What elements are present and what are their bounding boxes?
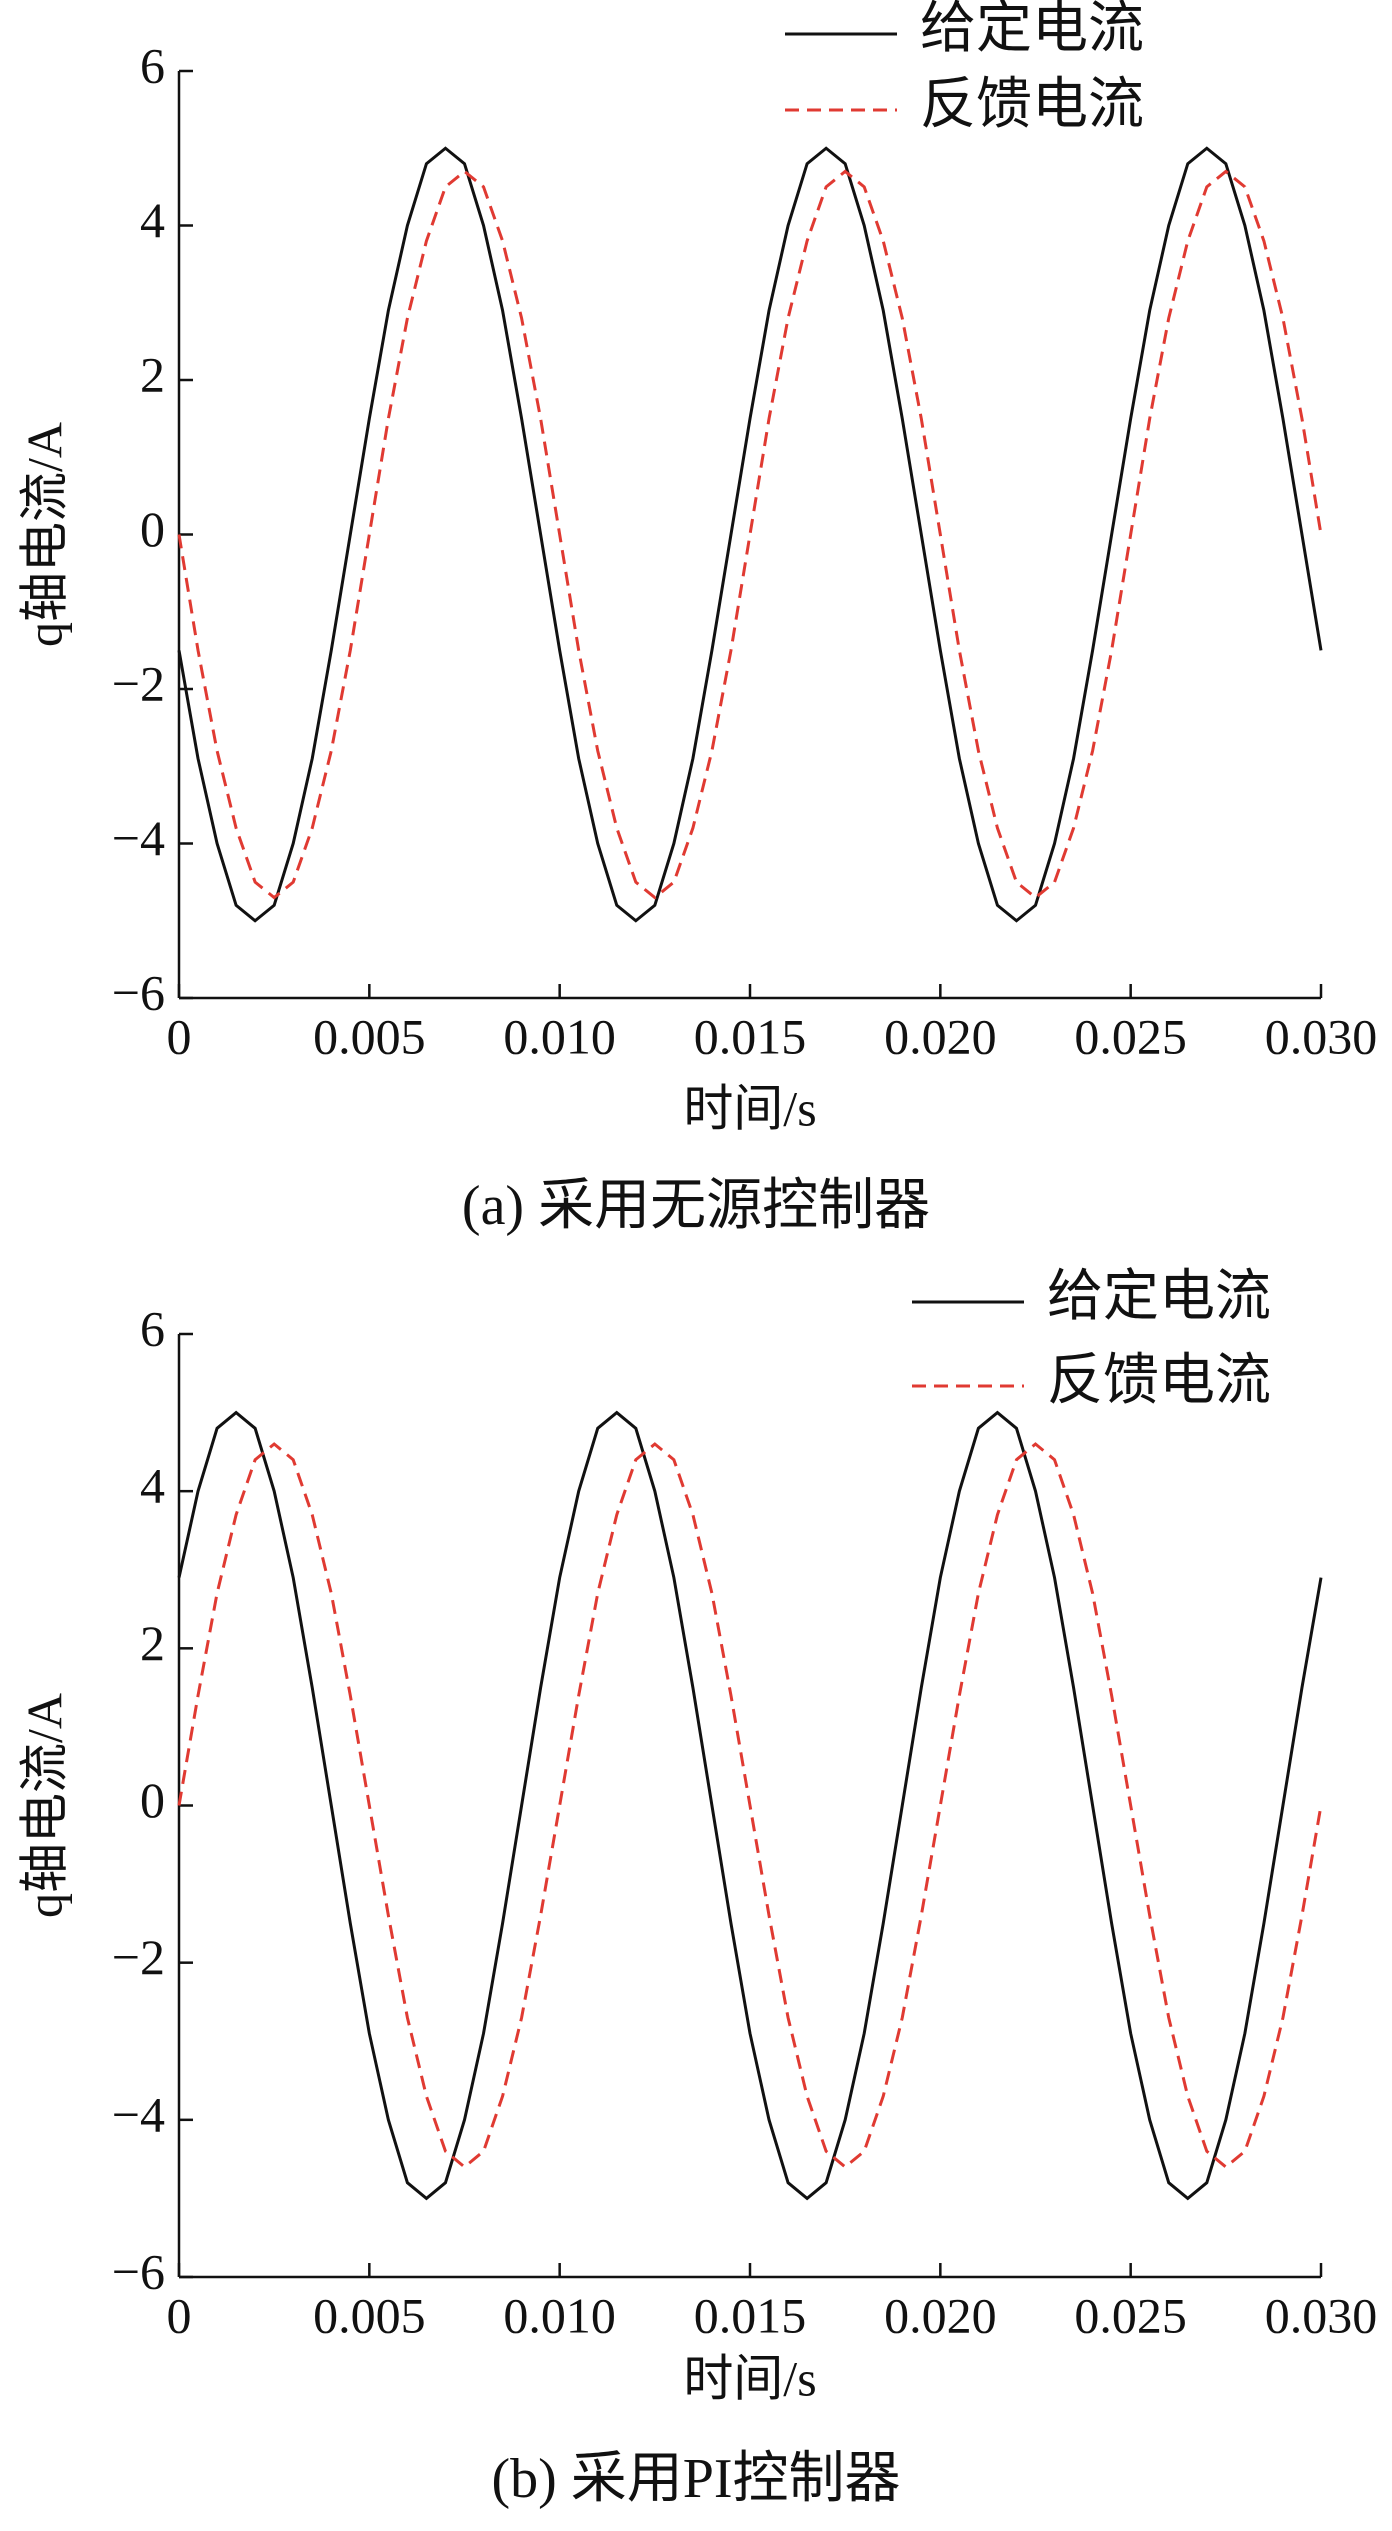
y-tick-label: 2 <box>140 1615 165 1671</box>
x-tick-label: 0.015 <box>694 1008 807 1064</box>
legend-label: 给定电流 <box>920 0 1144 60</box>
y-tick-label: −2 <box>112 1929 165 1985</box>
y-tick-label: −2 <box>112 655 165 711</box>
series-line <box>177 1442 1323 2169</box>
x-tick-label: 0 <box>167 2287 192 2343</box>
legend-label: 反馈电流 <box>1047 1350 1271 1412</box>
x-tick-label: 0 <box>167 1008 192 1064</box>
y-tick-label: 0 <box>140 501 165 557</box>
y-tick-label: −6 <box>112 964 165 1020</box>
x-tick-label: 0.005 <box>313 1008 426 1064</box>
y-tick-label: −6 <box>112 2243 165 2299</box>
series-line <box>177 169 1323 900</box>
x-tick-label: 0.010 <box>503 1008 616 1064</box>
caption: (b) 采用PI控制器 <box>491 2448 900 2510</box>
series-line <box>177 1410 1323 2201</box>
x-tick-label: 0.020 <box>884 1008 997 1064</box>
y-axis-label: q轴电流/A <box>16 1693 72 1918</box>
x-tick-label: 0.025 <box>1074 1008 1187 1064</box>
x-tick-label: 0.005 <box>313 2287 426 2343</box>
legend-label: 给定电流 <box>1047 1266 1271 1328</box>
y-tick-label: 4 <box>140 1458 165 1514</box>
y-tick-label: −4 <box>112 810 165 866</box>
x-tick-label: 0.020 <box>884 2287 997 2343</box>
legend-label: 反馈电流 <box>920 74 1144 136</box>
y-tick-label: −4 <box>112 2086 165 2142</box>
x-tick-label: 0.030 <box>1265 1008 1378 1064</box>
x-tick-label: 0.015 <box>694 2287 807 2343</box>
series-line <box>177 146 1323 923</box>
caption: (a) 采用无源控制器 <box>462 1175 930 1237</box>
y-tick-label: 0 <box>140 1772 165 1828</box>
y-tick-label: 2 <box>140 346 165 402</box>
x-tick-label: 0.030 <box>1265 2287 1378 2343</box>
y-tick-label: 4 <box>140 192 165 248</box>
y-axis-label: q轴电流/A <box>16 422 72 647</box>
x-axis-label: 时间/s <box>683 1080 816 1136</box>
x-tick-label: 0.025 <box>1074 2287 1187 2343</box>
y-tick-label: 6 <box>140 37 165 93</box>
x-tick-label: 0.010 <box>503 2287 616 2343</box>
x-axis-label: 时间/s <box>683 2350 816 2406</box>
y-tick-label: 6 <box>140 1300 165 1356</box>
